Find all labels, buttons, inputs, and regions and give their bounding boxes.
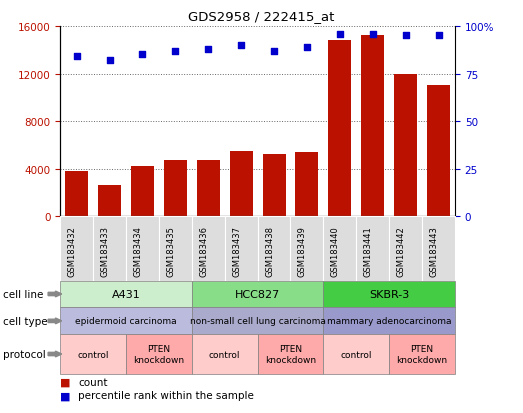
Text: percentile rank within the sample: percentile rank within the sample: [78, 390, 254, 400]
Point: [435, 33, 443, 40]
Point: [303, 45, 311, 51]
Text: count: count: [78, 377, 108, 387]
Bar: [98, 186, 121, 217]
Text: GSM183437: GSM183437: [232, 226, 241, 277]
Point: [336, 31, 344, 38]
Text: non-small cell lung carcinoma: non-small cell lung carcinoma: [190, 317, 325, 325]
Text: control: control: [77, 350, 109, 358]
Text: GSM183434: GSM183434: [133, 226, 142, 277]
Point: [270, 48, 278, 55]
Bar: [295, 153, 319, 217]
Bar: [131, 167, 154, 217]
Text: ■: ■: [60, 377, 71, 387]
Point: [171, 48, 179, 55]
Point: [369, 31, 377, 38]
Text: epidermoid carcinoma: epidermoid carcinoma: [75, 317, 177, 325]
Bar: [361, 36, 384, 217]
Text: GSM183439: GSM183439: [298, 226, 307, 277]
Bar: [65, 172, 88, 217]
Text: GSM183435: GSM183435: [166, 226, 175, 277]
Point: [72, 54, 81, 61]
Bar: [263, 155, 286, 217]
Text: PTEN
knockdown: PTEN knockdown: [133, 344, 185, 364]
Text: GSM183433: GSM183433: [100, 226, 109, 277]
Text: mammary adenocarcinoma: mammary adenocarcinoma: [327, 317, 451, 325]
Bar: [328, 41, 351, 217]
Point: [138, 52, 146, 59]
Text: GSM183443: GSM183443: [429, 226, 439, 277]
Text: GSM183438: GSM183438: [265, 226, 274, 277]
Text: PTEN
knockdown: PTEN knockdown: [396, 344, 448, 364]
Text: cell type: cell type: [3, 316, 47, 326]
Text: GSM183441: GSM183441: [363, 226, 373, 277]
Text: GSM183440: GSM183440: [331, 226, 340, 277]
Bar: [230, 152, 253, 217]
Bar: [394, 74, 417, 217]
Bar: [197, 161, 220, 217]
Text: ■: ■: [60, 390, 71, 400]
Point: [204, 46, 212, 53]
Text: control: control: [340, 350, 372, 358]
Point: [237, 43, 245, 49]
Text: A431: A431: [111, 289, 140, 299]
Text: GDS2958 / 222415_at: GDS2958 / 222415_at: [188, 10, 335, 23]
Text: control: control: [209, 350, 241, 358]
Text: SKBR-3: SKBR-3: [369, 289, 410, 299]
Text: HCC827: HCC827: [235, 289, 280, 299]
Point: [402, 33, 410, 40]
Text: cell line: cell line: [3, 289, 43, 299]
Bar: [164, 161, 187, 217]
Text: GSM183432: GSM183432: [67, 226, 76, 277]
Point: [105, 58, 113, 64]
Text: GSM183442: GSM183442: [396, 226, 406, 277]
Text: protocol: protocol: [3, 349, 46, 359]
Text: GSM183436: GSM183436: [199, 226, 208, 277]
Bar: [427, 86, 450, 217]
Text: PTEN
knockdown: PTEN knockdown: [265, 344, 316, 364]
